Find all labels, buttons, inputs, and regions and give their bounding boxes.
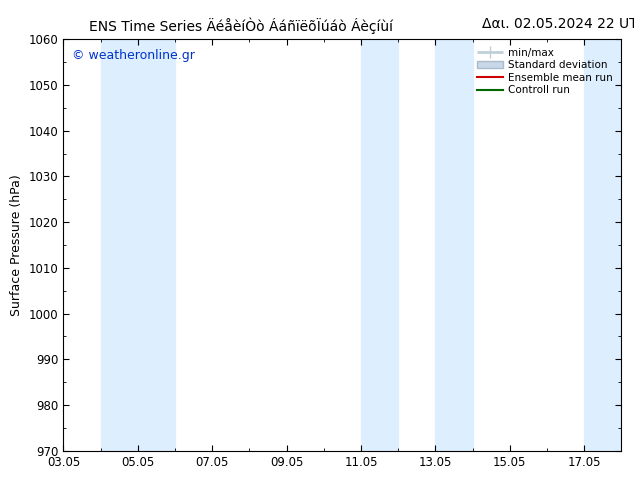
Bar: [361, 39, 398, 451]
Bar: [138, 39, 175, 451]
Bar: [584, 39, 621, 451]
Y-axis label: Surface Pressure (hPa): Surface Pressure (hPa): [10, 174, 23, 316]
Bar: [101, 39, 138, 451]
Text: Δαι. 02.05.2024 22 UTC: Δαι. 02.05.2024 22 UTC: [482, 17, 634, 31]
Text: © weatheronline.gr: © weatheronline.gr: [72, 49, 195, 63]
Text: ENS Time Series ÄéåèíÒò ÁáñïëõÏúáò Áèçíùí: ENS Time Series ÄéåèíÒò ÁáñïëõÏúáò Áèçíù…: [89, 17, 393, 34]
Bar: [436, 39, 472, 451]
Legend: min/max, Standard deviation, Ensemble mean run, Controll run: min/max, Standard deviation, Ensemble me…: [474, 45, 616, 98]
